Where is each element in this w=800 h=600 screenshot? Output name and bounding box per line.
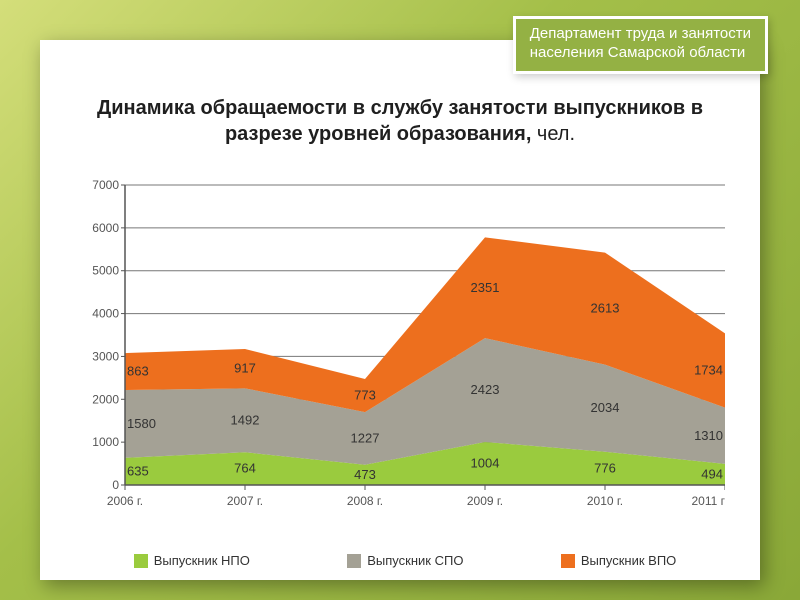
slide-background: Департамент труда и занятости населения … xyxy=(0,0,800,600)
svg-text:2011 г: 2011 г xyxy=(691,494,725,508)
svg-text:917: 917 xyxy=(234,361,256,376)
svg-text:1310: 1310 xyxy=(694,428,723,443)
svg-text:1492: 1492 xyxy=(231,412,260,427)
stacked-area-chart: 0 1000 2000 3000 4000 5000 6000 7000 2006 г. 2007… xyxy=(85,175,725,535)
svg-text:2423: 2423 xyxy=(471,382,500,397)
department-badge: Департамент труда и занятости населения … xyxy=(513,16,768,74)
svg-text:2006 г.: 2006 г. xyxy=(107,494,143,508)
legend-swatch-npo xyxy=(134,554,148,568)
svg-text:1227: 1227 xyxy=(351,430,380,445)
svg-text:473: 473 xyxy=(354,467,376,482)
chart-svg: 0 1000 2000 3000 4000 5000 6000 7000 2006 г. 2007… xyxy=(85,175,725,535)
svg-text:1580: 1580 xyxy=(127,416,156,431)
legend-swatch-vpo xyxy=(561,554,575,568)
svg-text:4000: 4000 xyxy=(92,307,119,321)
legend-swatch-spo xyxy=(347,554,361,568)
svg-text:0: 0 xyxy=(112,478,119,492)
legend-label-npo: Выпускник НПО xyxy=(154,553,250,568)
svg-text:2007 г.: 2007 г. xyxy=(227,494,263,508)
department-line1: Департамент труда и занятости xyxy=(530,25,751,44)
title-main: Динамика обращаемости в службу занятости… xyxy=(97,97,703,145)
content-panel: Департамент труда и занятости населения … xyxy=(40,40,760,580)
svg-text:773: 773 xyxy=(354,388,376,403)
svg-text:7000: 7000 xyxy=(92,178,119,192)
legend-item-spo: Выпускник СПО xyxy=(347,553,463,568)
svg-text:3000: 3000 xyxy=(92,349,119,363)
legend-label-spo: Выпускник СПО xyxy=(367,553,463,568)
svg-text:1004: 1004 xyxy=(471,455,500,470)
svg-text:2000: 2000 xyxy=(92,392,119,406)
svg-text:776: 776 xyxy=(594,460,616,475)
svg-text:863: 863 xyxy=(127,364,149,379)
svg-text:494: 494 xyxy=(701,466,723,481)
title-unit: чел. xyxy=(531,123,575,145)
chart-title: Динамика обращаемости в службу занятости… xyxy=(70,95,730,147)
svg-text:2008 г.: 2008 г. xyxy=(347,494,383,508)
legend-item-npo: Выпускник НПО xyxy=(134,553,250,568)
svg-text:6000: 6000 xyxy=(92,221,119,235)
svg-text:2613: 2613 xyxy=(591,301,620,316)
svg-text:1000: 1000 xyxy=(92,435,119,449)
legend: Выпускник НПО Выпускник СПО Выпускник ВП… xyxy=(85,553,725,568)
svg-text:2010 г.: 2010 г. xyxy=(587,494,623,508)
svg-text:2034: 2034 xyxy=(591,400,620,415)
svg-text:2351: 2351 xyxy=(471,280,500,295)
svg-text:2009 г.: 2009 г. xyxy=(467,494,503,508)
svg-text:1734: 1734 xyxy=(694,363,723,378)
svg-text:635: 635 xyxy=(127,463,149,478)
legend-label-vpo: Выпускник ВПО xyxy=(581,553,676,568)
svg-text:5000: 5000 xyxy=(92,264,119,278)
department-line2: населения Самарской области xyxy=(530,44,751,63)
legend-item-vpo: Выпускник ВПО xyxy=(561,553,676,568)
svg-text:764: 764 xyxy=(234,461,256,476)
